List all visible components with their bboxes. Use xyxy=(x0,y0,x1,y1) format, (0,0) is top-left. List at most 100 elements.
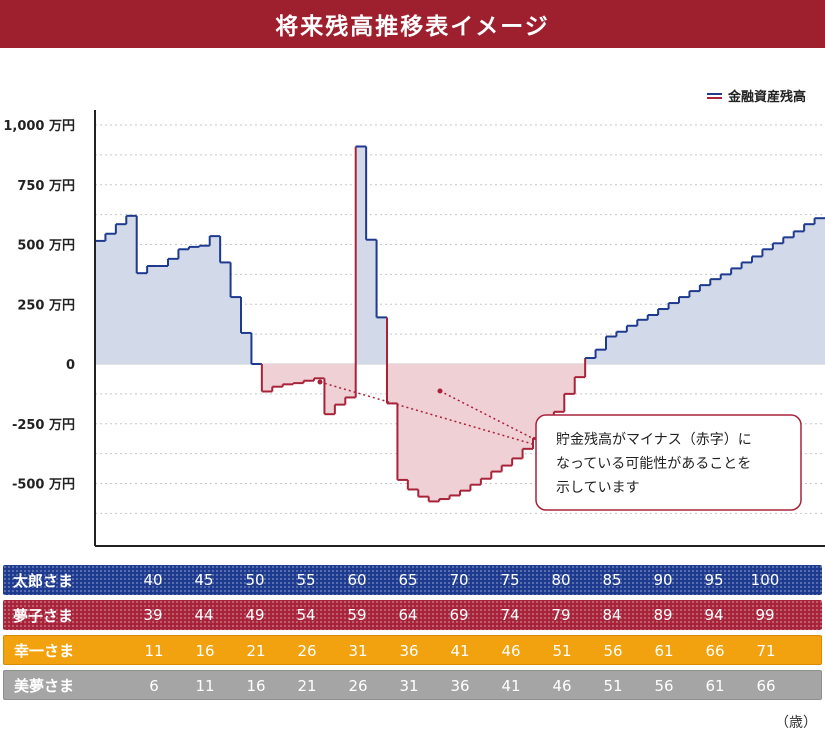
y-tick-label: 0 xyxy=(66,358,75,373)
balance-step xyxy=(397,364,409,480)
age-cell: 46 xyxy=(552,677,572,695)
annotation-line-3: 示しています xyxy=(556,480,640,496)
balance-step xyxy=(689,291,701,364)
unit-note: （歳） xyxy=(775,715,817,731)
balance-step xyxy=(793,231,805,364)
balance-step xyxy=(261,364,273,392)
balance-step xyxy=(293,364,305,384)
balance-step xyxy=(720,274,732,364)
age-cells: 11 16 21 26 31 36 41 46 51 56 61 66 71 xyxy=(4,636,821,664)
age-cell: 70 xyxy=(449,571,469,589)
y-tick-label: -500 万円 xyxy=(12,478,75,493)
age-cell: 21 xyxy=(297,677,317,695)
balance-step xyxy=(115,224,127,364)
annotation-line-1: 貯金残高がマイナス（赤字）に xyxy=(556,431,752,448)
age-cell: 84 xyxy=(602,606,622,624)
balance-step xyxy=(324,364,336,415)
age-row-label: 幸一さま xyxy=(14,641,75,660)
balance-step xyxy=(439,364,451,500)
balance-step xyxy=(710,279,722,364)
y-tick-label: 250 万円 xyxy=(17,298,75,313)
age-row-label: 美夢さま xyxy=(14,676,75,695)
age-cell: 16 xyxy=(195,642,215,660)
balance-step xyxy=(282,364,294,385)
age-cell: 36 xyxy=(399,642,419,660)
age-cell: 74 xyxy=(500,606,520,624)
balance-step xyxy=(188,246,200,364)
age-cell: 11 xyxy=(144,642,164,660)
balance-step xyxy=(501,364,513,466)
balance-step xyxy=(95,240,107,364)
age-cell: 26 xyxy=(297,642,317,660)
y-tick-label: -250 万円 xyxy=(12,418,75,433)
balance-step xyxy=(220,262,232,364)
balance-step xyxy=(126,215,138,364)
balance-step xyxy=(762,249,774,364)
axes xyxy=(94,110,825,547)
age-cell: 69 xyxy=(449,606,469,624)
balance-step xyxy=(616,331,628,364)
age-cell: 89 xyxy=(653,606,673,624)
balance-step xyxy=(647,315,659,364)
balance-step xyxy=(428,364,440,502)
balance-chart: 1,000 万円 750 万円 500 万円 250 万円 0 -250 万円 -500 万… xyxy=(3,89,825,547)
age-cell: 90 xyxy=(653,571,673,589)
age-row-taro: 太郎さま 40 45 50 55 60 65 70 75 80 85 90 95 100 xyxy=(3,565,822,595)
y-tick-label: 750 万円 xyxy=(17,179,75,194)
balance-step xyxy=(105,233,117,364)
age-cell: 79 xyxy=(551,606,571,624)
balance-step xyxy=(376,317,388,364)
balance-step xyxy=(658,309,670,364)
balance-step xyxy=(460,364,472,491)
age-cell: 75 xyxy=(500,571,520,589)
age-cell: 80 xyxy=(551,571,571,589)
age-row-koichi: 幸一さま 11 16 21 26 31 36 41 46 51 56 61 66 71 xyxy=(3,635,822,665)
balance-step xyxy=(136,273,148,364)
balance-step xyxy=(334,364,346,405)
balance-step xyxy=(783,237,795,364)
y-tick-labels: 1,000 万円 750 万円 500 万円 250 万円 0 -250 万円 -500 万… xyxy=(3,119,75,493)
age-cell: 21 xyxy=(246,642,266,660)
age-cell: 36 xyxy=(450,677,470,695)
age-cells: 39 44 49 54 59 64 69 74 79 84 89 94 99 xyxy=(3,600,822,630)
balance-step xyxy=(533,364,545,439)
age-cell: 64 xyxy=(398,606,418,624)
age-cell: 94 xyxy=(704,606,724,624)
age-cell: 41 xyxy=(450,642,470,660)
age-cells: 6 11 16 21 26 31 36 41 46 51 56 61 66 xyxy=(4,671,821,699)
balance-step xyxy=(303,364,315,381)
age-cell: 56 xyxy=(654,677,674,695)
age-cell: 51 xyxy=(552,642,572,660)
age-cells: 40 45 50 55 60 65 70 75 80 85 90 95 100 xyxy=(3,565,822,595)
age-cell: 66 xyxy=(705,642,725,660)
balance-step xyxy=(241,332,253,364)
balance-step xyxy=(637,319,649,364)
age-cell: 16 xyxy=(246,677,266,695)
age-row-label: 太郎さま xyxy=(13,571,74,590)
balance-step xyxy=(606,336,618,364)
balance-step xyxy=(147,266,159,364)
balance-step xyxy=(574,364,586,378)
balance-step xyxy=(804,224,816,364)
balance-step xyxy=(522,364,534,449)
balance-step xyxy=(553,364,565,412)
legend-label: 金融資産残高 xyxy=(727,89,806,105)
age-cell: 66 xyxy=(756,677,776,695)
age-cell: 59 xyxy=(347,606,367,624)
balance-step xyxy=(418,364,430,497)
balance-step xyxy=(387,364,399,404)
balance-step xyxy=(157,266,169,364)
balance-step xyxy=(272,364,284,387)
age-cell: 40 xyxy=(143,571,163,589)
age-cell: 50 xyxy=(245,571,265,589)
annotation-line-2: なっている可能性があることを xyxy=(556,456,751,472)
age-cell: 46 xyxy=(501,642,521,660)
age-cell: 95 xyxy=(704,571,724,589)
age-cell: 100 xyxy=(750,571,780,589)
age-cell: 56 xyxy=(603,642,623,660)
balance-step xyxy=(741,262,753,364)
age-cell: 44 xyxy=(194,606,214,624)
balance-step xyxy=(178,249,190,364)
age-cell: 39 xyxy=(143,606,163,624)
age-cell: 55 xyxy=(296,571,316,589)
